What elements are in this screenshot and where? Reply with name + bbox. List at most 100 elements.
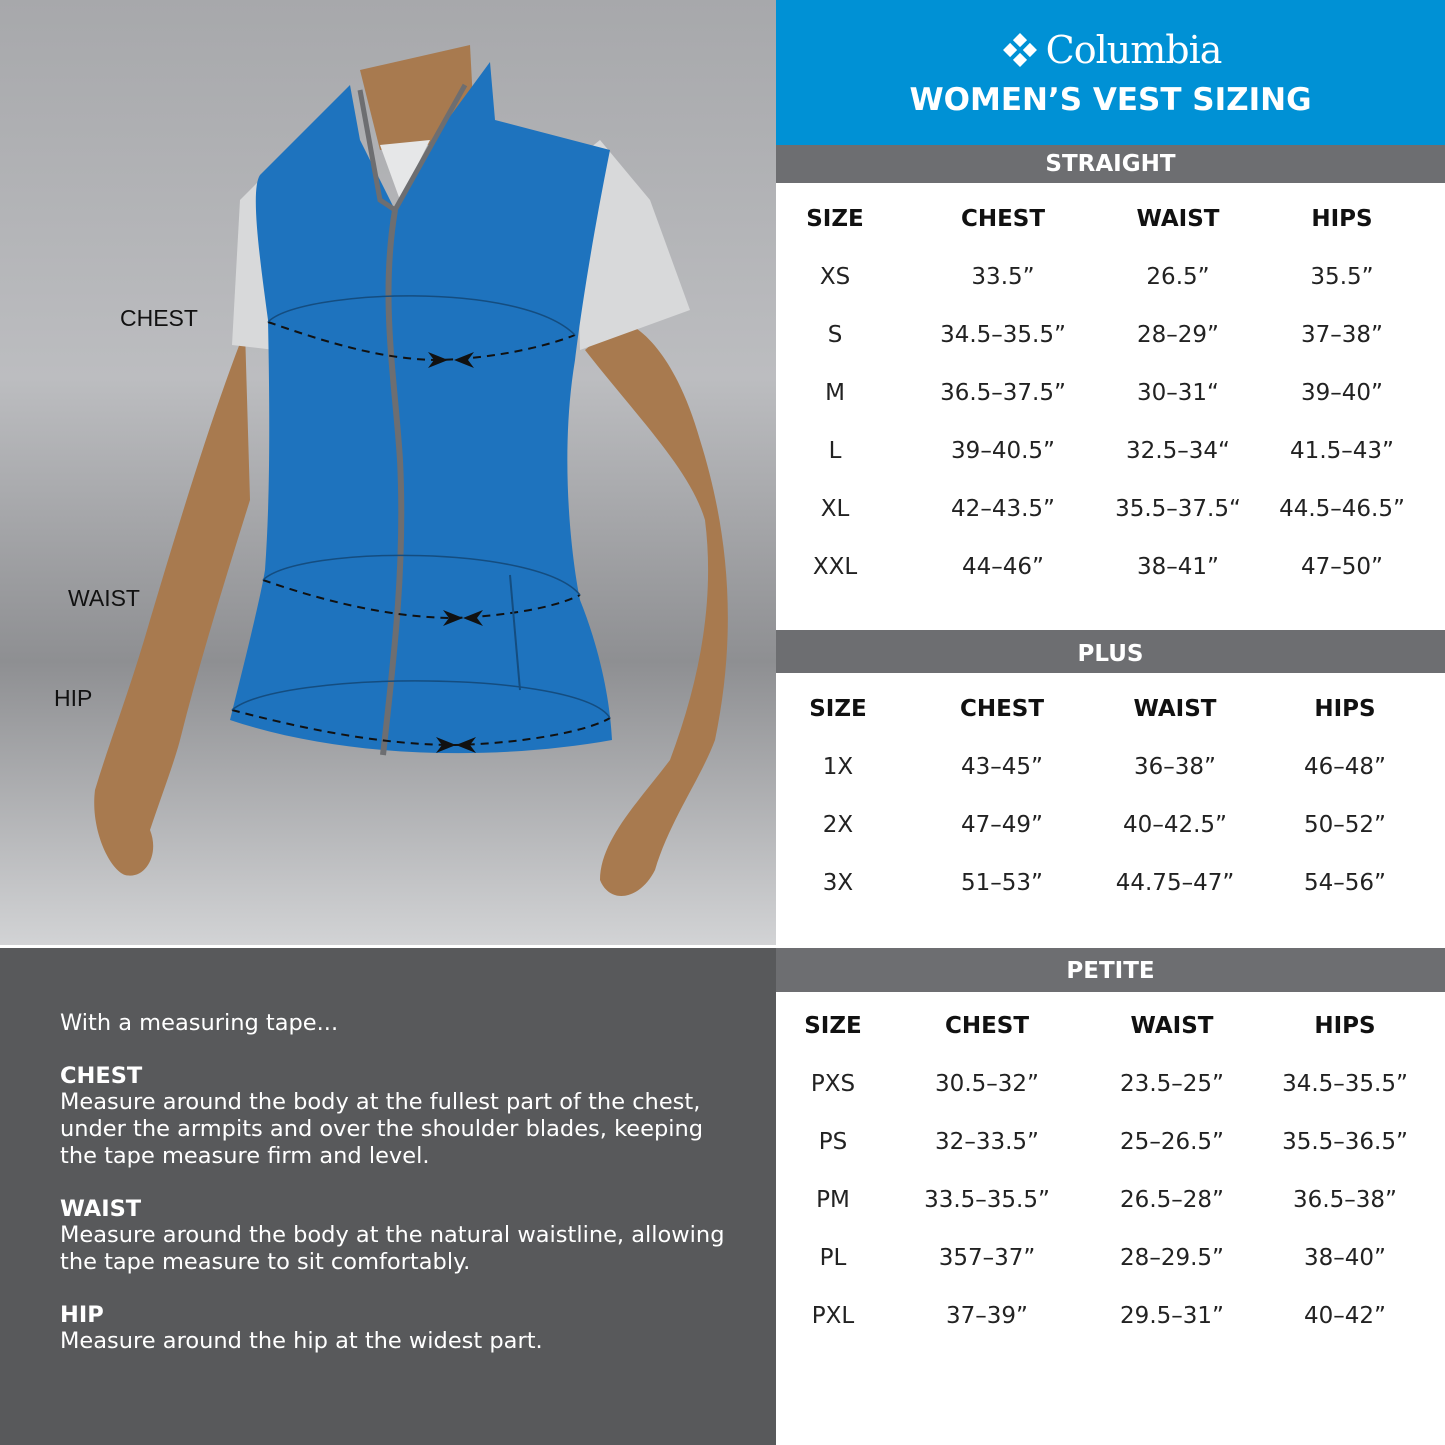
table-cell: XS — [819, 264, 851, 290]
table-cell: 34.5–35.5” — [1282, 1071, 1408, 1097]
table-cell: 36.5–37.5” — [940, 380, 1066, 406]
table-cell: 3X — [822, 870, 854, 896]
arrow-icon — [463, 610, 483, 626]
instruction-title: HIP — [60, 1302, 104, 1328]
table-cell: 36.5–38” — [1293, 1187, 1397, 1213]
table-cell: PM — [816, 1187, 850, 1213]
column-header: HIPS — [1314, 1013, 1376, 1039]
table-cell: 54–56” — [1304, 870, 1386, 896]
table-row: 3X 51–53” 44.75–47” 54–56” — [776, 854, 1445, 912]
table-row: XXL 44–46” 38–41” 47–50” — [776, 538, 1445, 596]
table-cell: 47–49” — [961, 812, 1043, 838]
table-cell: S — [827, 322, 843, 348]
table-cell: 44.5–46.5” — [1279, 496, 1405, 522]
brand-name: Columbia — [1045, 28, 1223, 72]
section-bar-petite: PETITE — [776, 948, 1445, 992]
column-header: WAIST — [1133, 696, 1217, 722]
table-cell: 30–31“ — [1137, 380, 1219, 406]
instruction-text: Measure around the body at the fullest p… — [60, 1089, 704, 1169]
vest-drawing — [94, 45, 728, 897]
table-cell: L — [828, 438, 842, 464]
instruction-text: Measure around the body at the natural w… — [60, 1222, 725, 1275]
table-cell: 44–46” — [962, 554, 1044, 580]
table-cell: 43–45” — [961, 754, 1043, 780]
table-cell: 40–42.5” — [1123, 812, 1227, 838]
table-cell: 25–26.5” — [1120, 1129, 1224, 1155]
table-cell: 35.5–36.5” — [1282, 1129, 1408, 1155]
chest-tape — [267, 321, 576, 362]
table-row: S 34.5–35.5” 28–29” 37–38” — [776, 306, 1445, 364]
table-cell: 47–50” — [1301, 554, 1383, 580]
table-cell: PXL — [811, 1303, 855, 1329]
table-cell: PS — [818, 1129, 848, 1155]
column-header: HIPS — [1311, 206, 1373, 232]
table-cell: 37–38” — [1301, 322, 1383, 348]
table-row: XS 33.5” 26.5” 35.5” — [776, 248, 1445, 306]
table-row: PL 357–37” 28–29.5” 38–40” — [776, 1229, 1445, 1287]
table-cell: 36–38” — [1134, 754, 1216, 780]
table-cell: 357–37” — [938, 1245, 1036, 1271]
column-header: SIZE — [804, 1013, 862, 1039]
table-header-row: SIZE CHEST WAIST HIPS — [776, 190, 1445, 248]
arrow-icon — [428, 352, 448, 368]
column-header: HIPS — [1314, 696, 1376, 722]
table-cell: 23.5–25” — [1120, 1071, 1224, 1097]
hip-tape — [231, 709, 611, 747]
table-cell: PL — [819, 1245, 847, 1271]
waist-instruction: WAIST Measure around the body at the nat… — [60, 1196, 776, 1276]
table-row: PM 33.5–35.5” 26.5–28” 36.5–38” — [776, 1171, 1445, 1229]
instructions-intro: With a measuring tape... — [60, 1010, 339, 1036]
table-cell: 33.5” — [971, 264, 1035, 290]
section-bar-straight: STRAIGHT — [776, 145, 1445, 183]
table-cell: 37–39” — [946, 1303, 1028, 1329]
vest-body — [230, 62, 612, 754]
table-row: 2X 47–49” 40–42.5” 50–52” — [776, 796, 1445, 854]
table-cell: 50–52” — [1304, 812, 1386, 838]
column-header: SIZE — [809, 696, 867, 722]
petite-size-table: SIZE CHEST WAIST HIPS PXS 30.5–32” 23.5–25” 34.… — [776, 992, 1445, 1345]
left-arm — [94, 330, 250, 876]
table-cell: XL — [820, 496, 850, 522]
hip-instruction: HIP Measure around the hip at the widest… — [60, 1302, 776, 1355]
instruction-text: Measure around the hip at the widest par… — [60, 1328, 543, 1354]
table-row: 1X 43–45” 36–38” 46–48” — [776, 738, 1445, 796]
table-row: XL 42–43.5” 35.5–37.5“ 44.5–46.5” — [776, 480, 1445, 538]
chest-label: CHEST — [120, 305, 198, 331]
column-header: CHEST — [960, 206, 1046, 232]
page-title: WOMEN’S VEST SIZING — [909, 82, 1312, 118]
column-header: CHEST — [944, 1013, 1030, 1039]
arrow-icon — [436, 737, 456, 753]
table-cell: 39–40” — [1301, 380, 1383, 406]
table-cell: 35.5–37.5“ — [1115, 496, 1241, 522]
chest-instruction: CHEST Measure around the body at the ful… — [60, 1063, 776, 1170]
zipper — [380, 209, 405, 756]
waist-tape — [262, 579, 581, 620]
table-cell: 28–29” — [1137, 322, 1219, 348]
columbia-diamond-logo-icon — [1002, 33, 1037, 67]
table-cell: 38–41” — [1137, 554, 1219, 580]
table-row: M 36.5–37.5” 30–31“ 39–40” — [776, 364, 1445, 422]
table-row: PS 32–33.5” 25–26.5” 35.5–36.5” — [776, 1113, 1445, 1171]
table-cell: 2X — [822, 812, 854, 838]
waist-label: WAIST — [68, 585, 140, 611]
table-row: PXL 37–39” 29.5–31” 40–42” — [776, 1287, 1445, 1345]
vest-illustration: CHEST WAIST HIP — [0, 0, 776, 945]
table-cell: 32.5–34“ — [1126, 438, 1230, 464]
measuring-instructions: With a measuring tape... CHEST Measure a… — [0, 948, 776, 1445]
table-header-row: SIZE CHEST WAIST HIPS — [776, 997, 1445, 1055]
column-header: WAIST — [1136, 206, 1220, 232]
instruction-title: CHEST — [60, 1063, 143, 1089]
table-cell: 26.5–28” — [1120, 1187, 1224, 1213]
table-cell: 32–33.5” — [935, 1129, 1039, 1155]
section-bar-plus: PLUS — [776, 630, 1445, 673]
column-header: WAIST — [1130, 1013, 1214, 1039]
table-row: PXS 30.5–32” 23.5–25” 34.5–35.5” — [776, 1055, 1445, 1113]
table-cell: 40–42” — [1304, 1303, 1386, 1329]
table-cell: 1X — [822, 754, 854, 780]
arrow-icon — [454, 352, 474, 368]
table-cell: 39–40.5” — [951, 438, 1055, 464]
table-cell: M — [825, 380, 845, 406]
table-header-row: SIZE CHEST WAIST HIPS — [776, 680, 1445, 738]
brand-logo: Columbia — [776, 0, 1445, 72]
column-header: SIZE — [806, 206, 864, 232]
